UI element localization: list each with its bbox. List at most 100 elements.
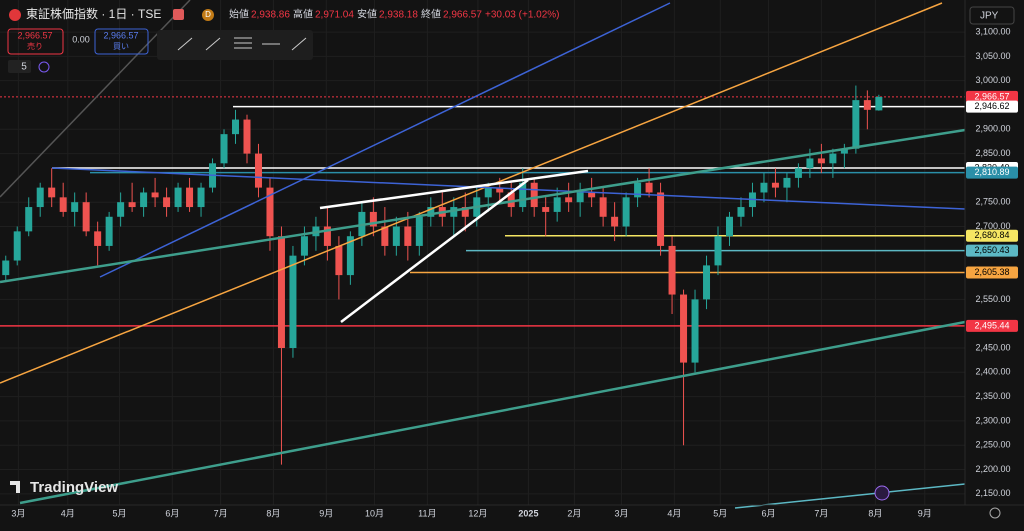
ohlc-label: 高値: [293, 8, 313, 21]
header: 東証株価指数 · 1日 · TSE D 始値 2,938.86 高値 2,971…: [7, 6, 1015, 519]
indicator-count[interactable]: 5: [21, 62, 27, 73]
level-badge: [966, 90, 1018, 103]
brand-logo: [10, 481, 20, 493]
x-tick-label: 7月: [814, 508, 828, 518]
candle-body: [277, 236, 285, 349]
candle-body: [140, 192, 148, 208]
candle-body: [599, 197, 607, 217]
y-tick-label: 2,350.00: [975, 391, 1010, 401]
toolbar-icons[interactable]: [177, 37, 307, 51]
candle-body: [13, 231, 21, 261]
candle-body: [25, 207, 33, 232]
level-label: 2,946.62: [974, 101, 1009, 111]
buy-button[interactable]: [94, 28, 149, 55]
candle-body: [128, 202, 136, 208]
drawings: [0, 0, 966, 509]
brand: TradingView: [30, 479, 118, 496]
candle-body: [507, 192, 515, 208]
candle-body: [657, 192, 665, 246]
x-tick-label: 5月: [112, 508, 126, 518]
candle-body: [611, 216, 619, 227]
drawing-toolbar: [157, 30, 313, 60]
indicator-icon[interactable]: [38, 61, 50, 73]
y-tick-label: 2,450.00: [975, 342, 1010, 352]
candle-body: [794, 168, 802, 178]
level-badge: [966, 319, 1018, 332]
candle-body: [817, 158, 825, 164]
trend-line: [340, 179, 529, 323]
badge-text: D: [205, 10, 211, 19]
x-tick-label: 9月: [319, 508, 333, 518]
buy-price[interactable]: 2,966.57: [103, 30, 138, 40]
level-label: 2,680.84: [974, 230, 1009, 240]
candle-body: [461, 207, 469, 217]
trend-line: [99, 2, 671, 278]
candle-body: [852, 100, 860, 149]
ohlc-value: 2,938.86: [251, 10, 290, 21]
candle-body: [530, 182, 538, 208]
candle-body: [691, 299, 699, 363]
candle-body: [760, 182, 768, 193]
x-tick-label: 9月: [918, 508, 932, 518]
candle-body: [553, 197, 561, 212]
y-tick-label: 3,000.00: [975, 75, 1010, 85]
candle-body: [714, 236, 722, 266]
candle-body: [427, 207, 435, 217]
x-tick-label: 4月: [61, 508, 75, 518]
sell-price[interactable]: 2,966.57: [17, 30, 52, 40]
candle-body: [381, 226, 389, 246]
x-tick-label: 5月: [713, 508, 727, 518]
trend-line: [0, 2, 943, 384]
trend-line: [319, 169, 589, 210]
alert-icon[interactable]: [874, 485, 890, 501]
buy-label[interactable]: 買い: [113, 42, 129, 51]
candle-body: [48, 187, 56, 198]
x-tick-label: 8月: [868, 508, 882, 518]
y-tick-label: 2,150.00: [975, 488, 1010, 498]
ohlc-value: 2,938.18: [379, 10, 418, 21]
candle-body: [232, 119, 240, 135]
y-tick-label: 3,050.00: [975, 51, 1010, 61]
candle-body: [645, 182, 653, 193]
x-tick-label: 7月: [214, 508, 228, 518]
indicator-toggle[interactable]: [8, 60, 31, 73]
candle-body: [450, 207, 458, 217]
candle-body: [634, 182, 642, 198]
candle-body: [668, 245, 676, 295]
ohlc-label: 安値: [357, 8, 377, 21]
level-badge: [966, 244, 1018, 257]
candle-body: [2, 260, 10, 276]
flag-icon[interactable]: [173, 9, 184, 20]
level-label: 2,605.38: [974, 267, 1009, 277]
level-label: 2,966.57: [974, 91, 1009, 101]
trend-line: [734, 483, 966, 509]
sell-label[interactable]: 売り: [27, 41, 43, 51]
level-label: 2,495.44: [974, 320, 1009, 330]
trend-line: [0, 128, 966, 284]
candle-body: [680, 294, 688, 363]
sell-button[interactable]: [7, 28, 64, 55]
candle-body: [59, 197, 67, 212]
badge: [202, 9, 214, 21]
candle-body: [415, 216, 423, 246]
ohlc-label: 終値: [421, 8, 441, 21]
x-tick-label: 3月: [11, 508, 25, 518]
candle-body: [771, 182, 779, 188]
x-tick-label: 2月: [567, 508, 581, 518]
candle-body: [404, 226, 412, 246]
settings-icon[interactable]: [989, 507, 1001, 519]
change: +30.03 (+1.02%): [485, 10, 560, 21]
y-tick-label: 2,300.00: [975, 415, 1010, 425]
candle-body: [323, 226, 331, 246]
candle-body: [186, 187, 194, 208]
candle-body: [94, 231, 102, 246]
candle-body: [737, 207, 745, 217]
level-badge: [966, 266, 1018, 279]
currency-button[interactable]: [969, 6, 1015, 25]
trend-line: [19, 320, 966, 505]
currency[interactable]: JPY: [980, 11, 999, 22]
candle-body: [496, 187, 504, 193]
